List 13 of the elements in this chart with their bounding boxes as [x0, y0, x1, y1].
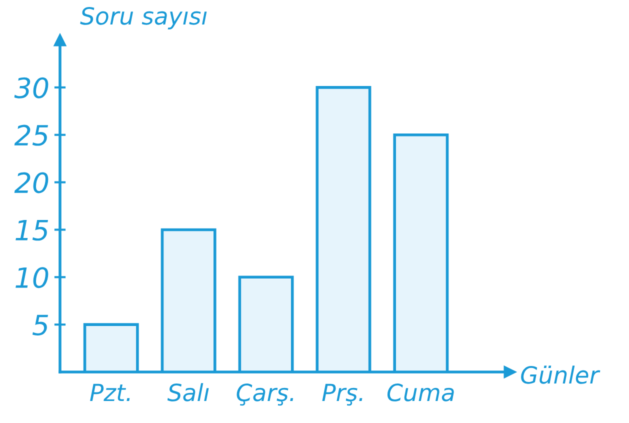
x-tick-label: Çarş.	[236, 384, 294, 406]
x-tick-label: Pzt.	[90, 384, 130, 402]
x-tick-label: Cuma	[387, 384, 454, 402]
y-tick-label: 10	[16, 267, 48, 288]
y-tick-label: 5	[32, 314, 48, 336]
x-tick-label: Salı	[167, 383, 209, 402]
y-axis-title: Soru sayısı	[80, 6, 207, 30]
y-tick-label: 30	[14, 77, 48, 98]
x-tick-label: Prş.	[322, 384, 362, 406]
y-tick-label: 15	[16, 220, 48, 241]
x-axis-title: Günler	[521, 366, 600, 384]
y-tick-label: 20	[14, 172, 48, 194]
y-tick-label: 25	[14, 124, 48, 146]
